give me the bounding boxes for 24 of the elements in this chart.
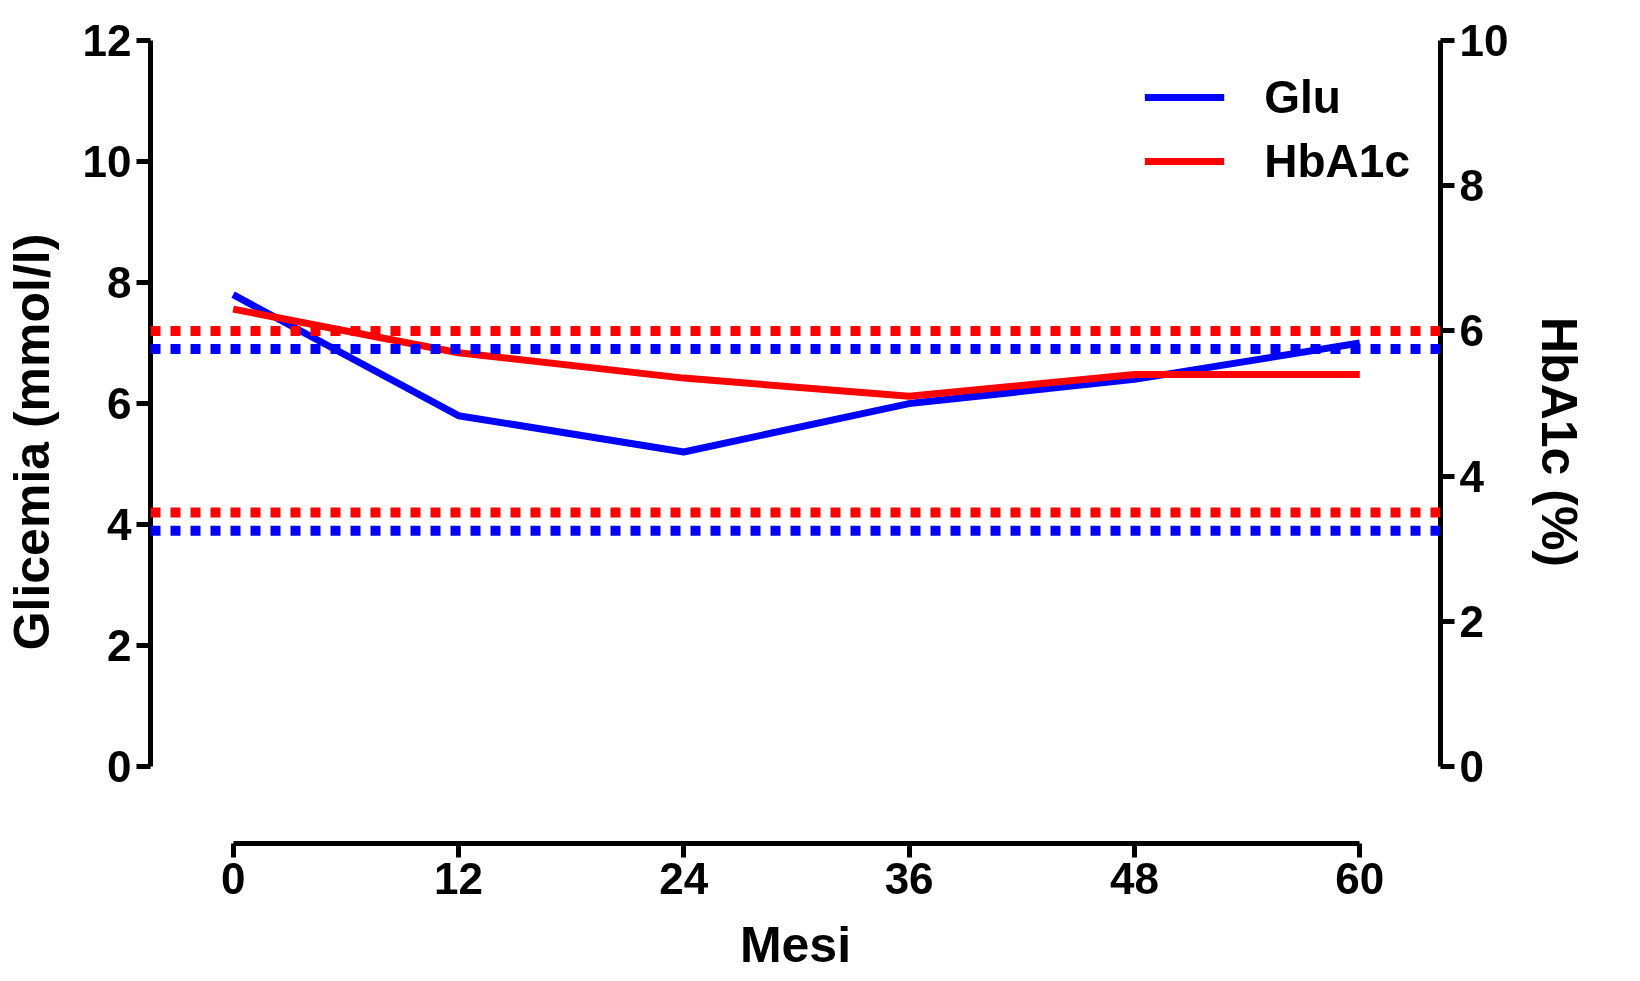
y-tick-label: 0 [107, 742, 132, 792]
y-tick-label: 4 [107, 500, 133, 550]
y-tick-label: 10 [82, 137, 132, 187]
y2-axis-title: HbA1c (%) [1531, 316, 1588, 568]
y2-tick-label: 8 [1459, 161, 1484, 211]
y2-tick-label: 4 [1459, 451, 1485, 501]
y-tick-label: 2 [107, 621, 132, 671]
y2-tick-label: 0 [1459, 742, 1484, 792]
x-axis-title: Mesi [739, 916, 852, 973]
legend-label: Glu [1264, 70, 1341, 124]
y2-tick-label: 10 [1459, 16, 1509, 65]
x-tick-label: 0 [220, 853, 246, 903]
y-axis-title: Glicemia (mmol/l) [3, 233, 60, 651]
x-tick-label: 12 [433, 853, 483, 903]
y-tick-label: 12 [82, 16, 132, 65]
x-tick-label: 24 [659, 853, 709, 903]
x-tick-label: 36 [884, 853, 934, 903]
x-tick-label: 48 [1109, 853, 1159, 903]
legend-label: HbA1c [1264, 134, 1410, 188]
y-tick-label: 6 [107, 379, 132, 429]
y2-tick-label: 2 [1459, 596, 1484, 646]
y-tick-label: 8 [107, 258, 132, 308]
x-tick-label: 60 [1335, 853, 1385, 903]
y2-tick-label: 6 [1459, 306, 1484, 356]
